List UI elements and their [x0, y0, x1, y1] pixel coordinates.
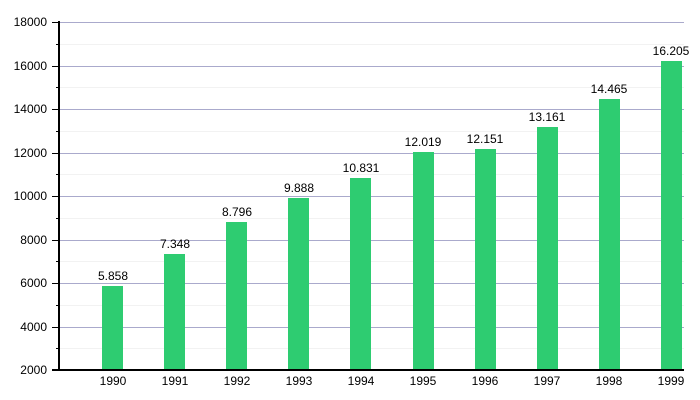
x-axis-tick-label: 1992: [223, 374, 251, 388]
minor-gridline: [60, 131, 684, 132]
y-axis-tick-label: 14000: [13, 102, 47, 116]
minor-gridline: [60, 261, 684, 262]
x-axis-tick-label: 1994: [347, 374, 375, 388]
x-axis-tick-label: 1998: [595, 374, 623, 388]
y-axis-tick-label: 16000: [13, 59, 47, 73]
bar-1991: [164, 254, 185, 370]
y-major-tick: [52, 66, 60, 67]
x-axis-tick-label: 1991: [161, 374, 189, 388]
bar-1996: [475, 149, 496, 370]
y-axis-tick-label: 18000: [13, 15, 47, 29]
bar-value-label: 13.161: [528, 110, 566, 124]
bar-1997: [537, 127, 558, 370]
bar-1998: [599, 99, 620, 370]
bar-value-label: 10.831: [342, 161, 380, 175]
bar-1993: [288, 198, 309, 370]
bar-value-label: 9.888: [283, 181, 315, 195]
minor-gridline: [60, 44, 684, 45]
y-axis-tick-label: 2000: [20, 363, 47, 377]
bar-value-label: 5.858: [97, 269, 129, 283]
minor-gridline: [60, 305, 684, 306]
minor-gridline: [60, 174, 684, 175]
y-axis-tick-label: 4000: [20, 320, 47, 334]
major-gridline: [60, 109, 684, 110]
y-axis-tick-label: 6000: [20, 276, 47, 290]
major-gridline: [60, 153, 684, 154]
bar-value-label: 12.151: [466, 132, 504, 146]
x-axis-tick-label: 1990: [99, 374, 127, 388]
bar-value-label: 16.205: [652, 44, 690, 58]
x-axis-tick-label: 1995: [409, 374, 437, 388]
x-axis-line: [52, 369, 684, 371]
y-axis-tick-label: 8000: [20, 233, 47, 247]
x-axis-tick-label: 1997: [533, 374, 561, 388]
minor-gridline: [60, 348, 684, 349]
bar-1999: [661, 61, 682, 370]
major-gridline: [60, 196, 684, 197]
x-axis-tick-label: 1993: [285, 374, 313, 388]
y-major-tick: [52, 153, 60, 154]
y-major-tick: [52, 327, 60, 328]
bar-value-label: 7.348: [159, 237, 191, 251]
x-axis-tick-label: 1999: [657, 374, 685, 388]
y-major-tick: [52, 196, 60, 197]
y-major-tick: [52, 22, 60, 23]
x-axis-tick-label: 1996: [471, 374, 499, 388]
minor-gridline: [60, 218, 684, 219]
bar-value-label: 14.465: [590, 82, 628, 96]
y-axis-line: [58, 21, 60, 371]
major-gridline: [60, 283, 684, 284]
major-gridline: [60, 22, 684, 23]
minor-gridline: [60, 87, 684, 88]
y-major-tick: [52, 109, 60, 110]
bar-value-label: 8.796: [221, 205, 253, 219]
bar-1995: [413, 152, 434, 370]
bar-1990: [102, 286, 123, 370]
y-axis-tick-label: 10000: [13, 189, 47, 203]
y-major-tick: [52, 240, 60, 241]
y-axis-tick-label: 12000: [13, 146, 47, 160]
bar-value-label: 12.019: [404, 135, 442, 149]
bar-1994: [350, 178, 371, 370]
major-gridline: [60, 240, 684, 241]
bar-1992: [226, 222, 247, 370]
y-major-tick: [52, 283, 60, 284]
major-gridline: [60, 327, 684, 328]
major-gridline: [60, 66, 684, 67]
